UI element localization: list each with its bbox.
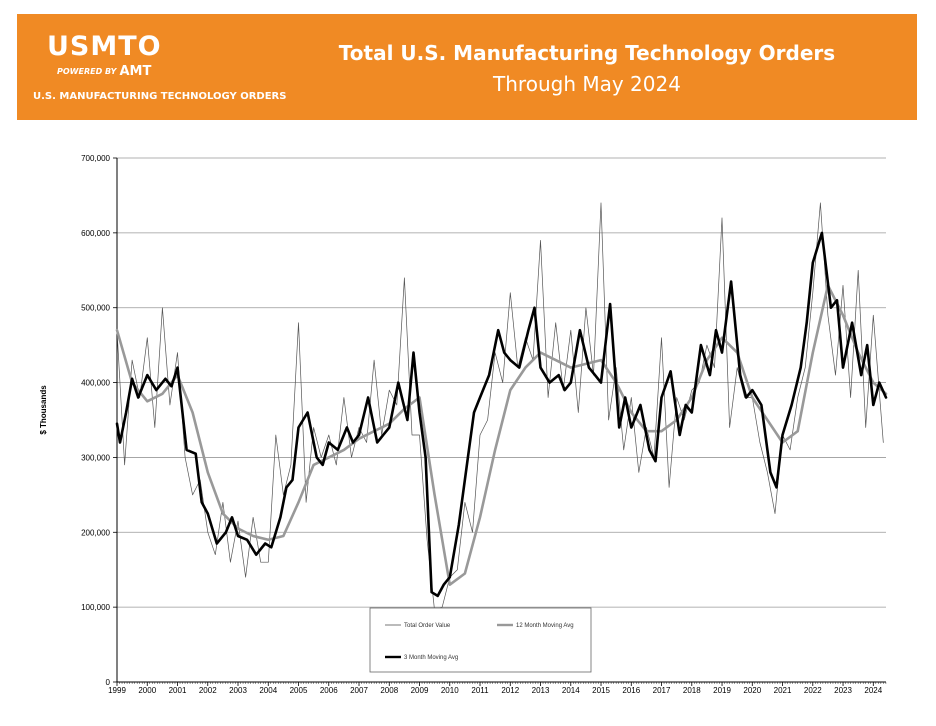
x-tick-label: 2021 [774, 686, 792, 695]
y-tick-label: 100,000 [81, 603, 110, 612]
x-tick-label: 2018 [683, 686, 701, 695]
y-tick-label: 600,000 [81, 229, 110, 238]
x-tick-label: 2013 [532, 686, 550, 695]
x-tick-label: 2020 [743, 686, 761, 695]
x-tick-label: 2017 [653, 686, 671, 695]
x-tick-label: 2002 [199, 686, 217, 695]
y-tick-label: 200,000 [81, 528, 110, 537]
y-tick-label: 500,000 [81, 304, 110, 313]
x-tick-label: 2014 [562, 686, 580, 695]
x-tick-label: 2015 [592, 686, 610, 695]
x-tick-label: 2024 [864, 686, 882, 695]
logo-powered-by: POWERED BY AMT [57, 64, 162, 79]
legend-label-3mo: 3 Month Moving Avg [404, 655, 458, 661]
y-tick-label: 400,000 [81, 379, 110, 388]
x-tick-label: 2023 [834, 686, 852, 695]
x-tick-label: 2010 [441, 686, 459, 695]
x-tick-label: 2009 [411, 686, 429, 695]
x-tick-label: 2005 [290, 686, 308, 695]
x-tick-label: 2004 [259, 686, 277, 695]
header-banner: USMTO POWERED BY AMT U.S. MANUFACTURING … [17, 14, 917, 120]
y-tick-label: 0 [106, 678, 111, 687]
series-lines [115, 202, 888, 612]
legend-label-total: Total Order Value [404, 623, 451, 629]
legend: Total Order Value 12 Month Moving Avg 3 … [369, 607, 592, 673]
y-axis-tick-labels: 0 100,000 200,000 300,000 400,000 500,000 600,… [81, 154, 110, 687]
chart-title-block: Total U.S. Manufacturing Technology Orde… [317, 38, 857, 100]
logo-text: USMTO [47, 31, 162, 62]
usmto-logo: USMTO POWERED BY AMT [47, 32, 162, 80]
x-tick-label: 1999 [108, 686, 126, 695]
x-tick-label: 2019 [713, 686, 731, 695]
x-axis-tick-labels: 1999 2000 2001 2002 2003 2004 2005 2006 2007 2008… [108, 682, 887, 695]
x-tick-label: 2003 [229, 686, 247, 695]
legend-label-12mo: 12 Month Moving Avg [516, 623, 574, 629]
chart-title: Total U.S. Manufacturing Technology Orde… [338, 41, 836, 65]
x-tick-label: 2022 [804, 686, 822, 695]
x-tick-label: 2001 [169, 686, 187, 695]
x-tick-label: 2007 [350, 686, 368, 695]
chart-subtitle: Through May 2024 [493, 72, 681, 96]
logo-subtitle: U.S. MANUFACTURING TECHNOLOGY ORDERS [33, 91, 287, 102]
y-tick-label: 300,000 [81, 453, 110, 462]
series-line-3-month-moving-avg [115, 231, 888, 598]
x-tick-label: 2006 [320, 686, 338, 695]
y-tick-label: 700,000 [81, 154, 110, 163]
series-line-total-order-value [116, 202, 884, 612]
logo-powered-label: POWERED BY [57, 67, 117, 76]
y-axis-label: $ Thousands [39, 385, 48, 435]
x-tick-label: 2000 [138, 686, 156, 695]
x-tick-label: 2008 [380, 686, 398, 695]
x-tick-label: 2012 [501, 686, 519, 695]
x-tick-label: 2011 [471, 686, 489, 695]
amt-logo: AMT [119, 64, 152, 79]
gridlines [113, 157, 886, 683]
series-line-12-month-moving-avg [115, 283, 888, 587]
logo-wordmark: USMTO [47, 32, 162, 62]
x-tick-label: 2016 [622, 686, 640, 695]
